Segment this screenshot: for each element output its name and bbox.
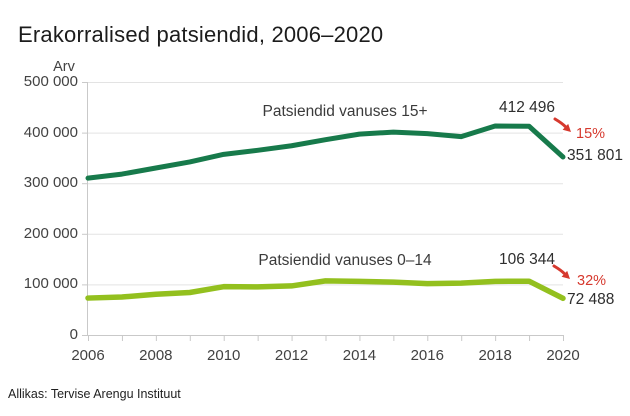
y-tick-label: 500 000 <box>23 73 78 90</box>
x-tick-label: 2008 <box>139 347 173 364</box>
x-tick-label: 2006 <box>71 347 105 364</box>
series-line-15plus <box>85 123 566 181</box>
y-tick-label: 300 000 <box>23 174 78 192</box>
source-note: Allikas: Tervise Arengu Instituut <box>8 387 181 401</box>
value-label-15plus-end: 351 801 <box>567 147 624 164</box>
y-tick-label: 200 000 <box>23 224 78 242</box>
value-label-15plus-peak: 412 496 <box>498 99 555 116</box>
y-tick-label: 0 <box>69 326 78 343</box>
series-label-15plus: Patsiendid vanuses 15+ <box>262 103 428 120</box>
x-tick-label: 2020 <box>546 347 580 364</box>
decline-arrow-icon <box>552 264 570 279</box>
x-tick-label: 2016 <box>410 347 444 364</box>
value-label-0-14-end: 72 488 <box>567 291 615 308</box>
decline-pct-15plus: 15% <box>576 126 606 142</box>
x-tick-label: 2010 <box>207 347 241 364</box>
x-tick-label: 2014 <box>342 347 377 364</box>
value-label-0-14-peak: 106 344 <box>498 251 555 268</box>
series-label-0-14: Patsiendid vanuses 0–14 <box>258 252 432 269</box>
series-line-0-14 <box>85 278 566 302</box>
y-tick-label: 400 000 <box>23 123 78 141</box>
y-axis-unit-label: Arv <box>53 59 75 75</box>
x-tick-label: 2012 <box>274 347 309 364</box>
decline-arrow-icon <box>553 117 571 132</box>
chart-title: Erakorralised patsiendid, 2006–2020 <box>18 22 384 47</box>
decline-pct-0-14: 32% <box>577 273 607 289</box>
x-tick-label: 2018 <box>478 347 512 364</box>
y-tick-label: 100 000 <box>23 275 78 293</box>
